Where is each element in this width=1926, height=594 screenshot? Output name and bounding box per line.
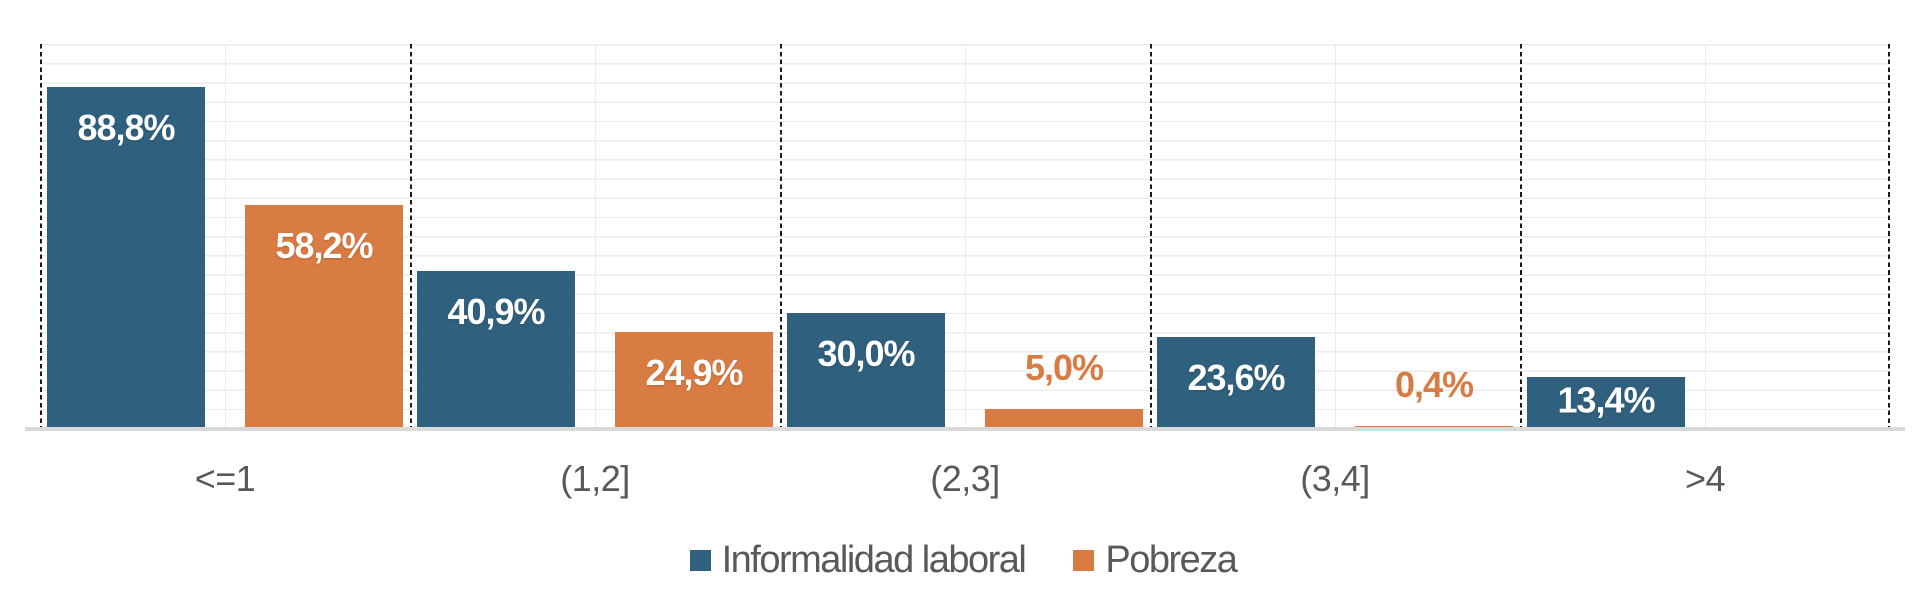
category-group-1: 88,8% 58,2% — [40, 44, 410, 428]
x-axis-line — [25, 427, 1905, 431]
dashed-separator-line — [1520, 44, 1522, 428]
bar-informalidad-laboral-2: 40,9% — [417, 270, 575, 428]
bar-informalidad-laboral-5: 13,4% — [1527, 376, 1685, 428]
minor-vertical-gridline — [1705, 44, 1707, 428]
dashed-separator-line — [780, 44, 782, 428]
x-axis-label-5: >4 — [1684, 458, 1726, 499]
bar-informalidad-laboral-1: 88,8% — [47, 87, 205, 428]
dashed-separator-line — [1888, 44, 1890, 428]
category-group-4: 23,6% 0,4% — [1150, 44, 1520, 428]
bar-informalidad-laboral-4: 23,6% — [1157, 337, 1315, 428]
bar-informalidad-laboral-3: 30,0% — [787, 312, 945, 428]
category-group-3: 30,0% 5,0% — [780, 44, 1150, 428]
minor-vertical-gridline — [595, 44, 597, 428]
bar-value-label: 13,4% — [1557, 379, 1655, 421]
dashed-separator-line — [1150, 44, 1152, 428]
category-group-5: 13,4% — [1520, 44, 1890, 428]
plot-area: 88,8% 58,2% 40,9% 24,9% 30,0% 5,0% 23,6% 0,4% 13… — [40, 44, 1890, 428]
bar-pobreza-2: 24,9% — [615, 332, 773, 428]
legend-label-informalidad-laboral: Informalidad laboral — [721, 538, 1027, 581]
bar-value-label: 58,2% — [275, 224, 373, 266]
dashed-separator-line — [410, 44, 412, 428]
legend-item-informalidad-laboral: Informalidad laboral — [689, 538, 1027, 582]
bar-pobreza-1: 58,2% — [245, 204, 403, 428]
x-axis-label-4: (3,4] — [1300, 458, 1370, 499]
legend-swatch-informalidad-laboral — [689, 549, 711, 571]
x-axis-label-2: (1,2] — [560, 458, 630, 499]
legend-item-pobreza: Pobreza — [1073, 538, 1238, 582]
bar-value-label: 24,9% — [645, 352, 743, 394]
minor-vertical-gridline — [1335, 44, 1337, 428]
bar-value-label: 23,6% — [1187, 357, 1285, 399]
bar-value-label: 30,0% — [817, 332, 915, 374]
dashed-separator-line — [40, 44, 42, 428]
category-group-2: 40,9% 24,9% — [410, 44, 780, 428]
x-axis-labels: <=1 (1,2] (2,3] (3,4] >4 — [40, 458, 1890, 502]
minor-vertical-gridline — [225, 44, 227, 428]
bar-pobreza-3: 5,0% — [985, 347, 1143, 428]
minor-vertical-gridline — [965, 44, 967, 428]
bar-value-label: 0,4% — [1394, 364, 1474, 406]
bar-value-label: 88,8% — [77, 107, 175, 149]
legend-label-pobreza: Pobreza — [1105, 538, 1238, 581]
x-axis-label-1: <=1 — [194, 458, 256, 499]
legend: Informalidad laboral Pobreza — [0, 538, 1926, 582]
legend-swatch-pobreza — [1073, 549, 1095, 571]
bar-value-label: 5,0% — [1024, 346, 1104, 388]
x-axis-label-3: (2,3] — [930, 458, 1000, 499]
bar-value-label: 40,9% — [447, 290, 545, 332]
